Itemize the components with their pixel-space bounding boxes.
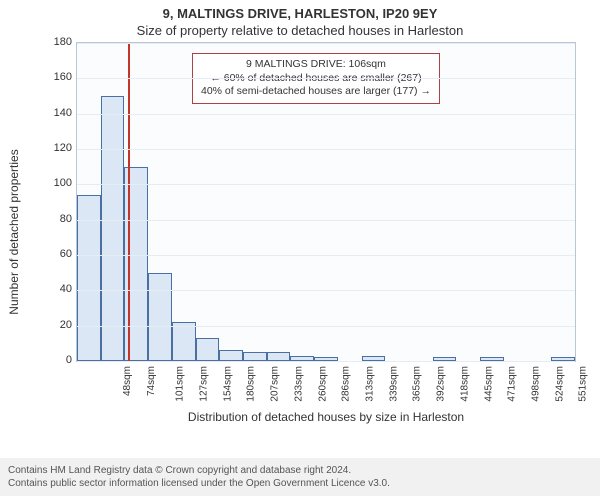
x-tick-label: 339sqm	[388, 366, 399, 402]
x-tick-label: 48sqm	[122, 366, 133, 396]
gridline	[77, 43, 575, 44]
y-tick-label: 40	[60, 283, 72, 295]
plot-area: 9 MALTINGS DRIVE: 106sqm ← 60% of detach…	[76, 42, 576, 362]
y-tick-label: 0	[66, 354, 72, 366]
x-ticks: 48sqm 74sqm 101sqm 127sqm 154sqm 180sqm 207sqm…	[76, 364, 576, 414]
y-tick-label: 80	[60, 213, 72, 225]
histogram-bar	[172, 322, 196, 361]
y-tick-label: 180	[54, 36, 72, 48]
histogram-bar	[196, 338, 220, 361]
y-ticks: 020406080100120140160180	[46, 42, 74, 362]
annotation-line-1: 9 MALTINGS DRIVE: 106sqm	[201, 58, 431, 72]
x-tick-label: 551sqm	[578, 366, 589, 402]
histogram-bar	[148, 273, 172, 361]
y-tick-label: 120	[54, 142, 72, 154]
x-tick-label: 313sqm	[365, 366, 376, 402]
footer-line-1: Contains HM Land Registry data © Crown c…	[8, 464, 592, 477]
chart-container: Number of detached properties 0204060801…	[20, 42, 580, 422]
page-title-sub: Size of property relative to detached ho…	[0, 21, 600, 42]
x-axis-label: Distribution of detached houses by size …	[76, 410, 576, 424]
gridline	[77, 326, 575, 327]
gridline	[77, 255, 575, 256]
histogram-bar	[267, 352, 291, 361]
x-tick-label: 392sqm	[436, 366, 447, 402]
gridline	[77, 78, 575, 79]
histogram-bar	[243, 352, 267, 361]
x-tick-label: 74sqm	[146, 366, 157, 396]
x-tick-label: 260sqm	[317, 366, 328, 402]
x-tick-label: 154sqm	[222, 366, 233, 402]
property-marker-line	[128, 43, 130, 361]
histogram-bar	[219, 350, 243, 361]
gridline	[77, 220, 575, 221]
x-tick-label: 127sqm	[199, 366, 210, 402]
x-tick-label: 471sqm	[507, 366, 518, 402]
x-tick-label: 101sqm	[175, 366, 186, 402]
y-tick-label: 140	[54, 107, 72, 119]
x-tick-label: 365sqm	[412, 366, 423, 402]
x-tick-label: 524sqm	[554, 366, 565, 402]
y-axis-label: Number of detached properties	[7, 149, 21, 314]
x-tick-label: 418sqm	[459, 366, 470, 402]
x-tick-label: 286sqm	[341, 366, 352, 402]
x-tick-label: 498sqm	[531, 366, 542, 402]
gridline	[77, 114, 575, 115]
y-tick-label: 160	[54, 71, 72, 83]
y-tick-label: 100	[54, 177, 72, 189]
x-tick-label: 445sqm	[483, 366, 494, 402]
y-tick-label: 60	[60, 248, 72, 260]
histogram-bar	[101, 96, 125, 361]
annotation-line-3: 40% of semi-detached houses are larger (…	[201, 85, 431, 99]
gridline	[77, 290, 575, 291]
gridline	[77, 361, 575, 362]
y-tick-label: 20	[60, 319, 72, 331]
footer-attribution: Contains HM Land Registry data © Crown c…	[0, 458, 600, 496]
gridline	[77, 149, 575, 150]
page-title-main: 9, MALTINGS DRIVE, HARLESTON, IP20 9EY	[0, 0, 600, 21]
x-tick-label: 207sqm	[270, 366, 281, 402]
gridline	[77, 184, 575, 185]
x-tick-label: 233sqm	[293, 366, 304, 402]
x-tick-label: 180sqm	[246, 366, 257, 402]
footer-line-2: Contains public sector information licen…	[8, 477, 592, 490]
